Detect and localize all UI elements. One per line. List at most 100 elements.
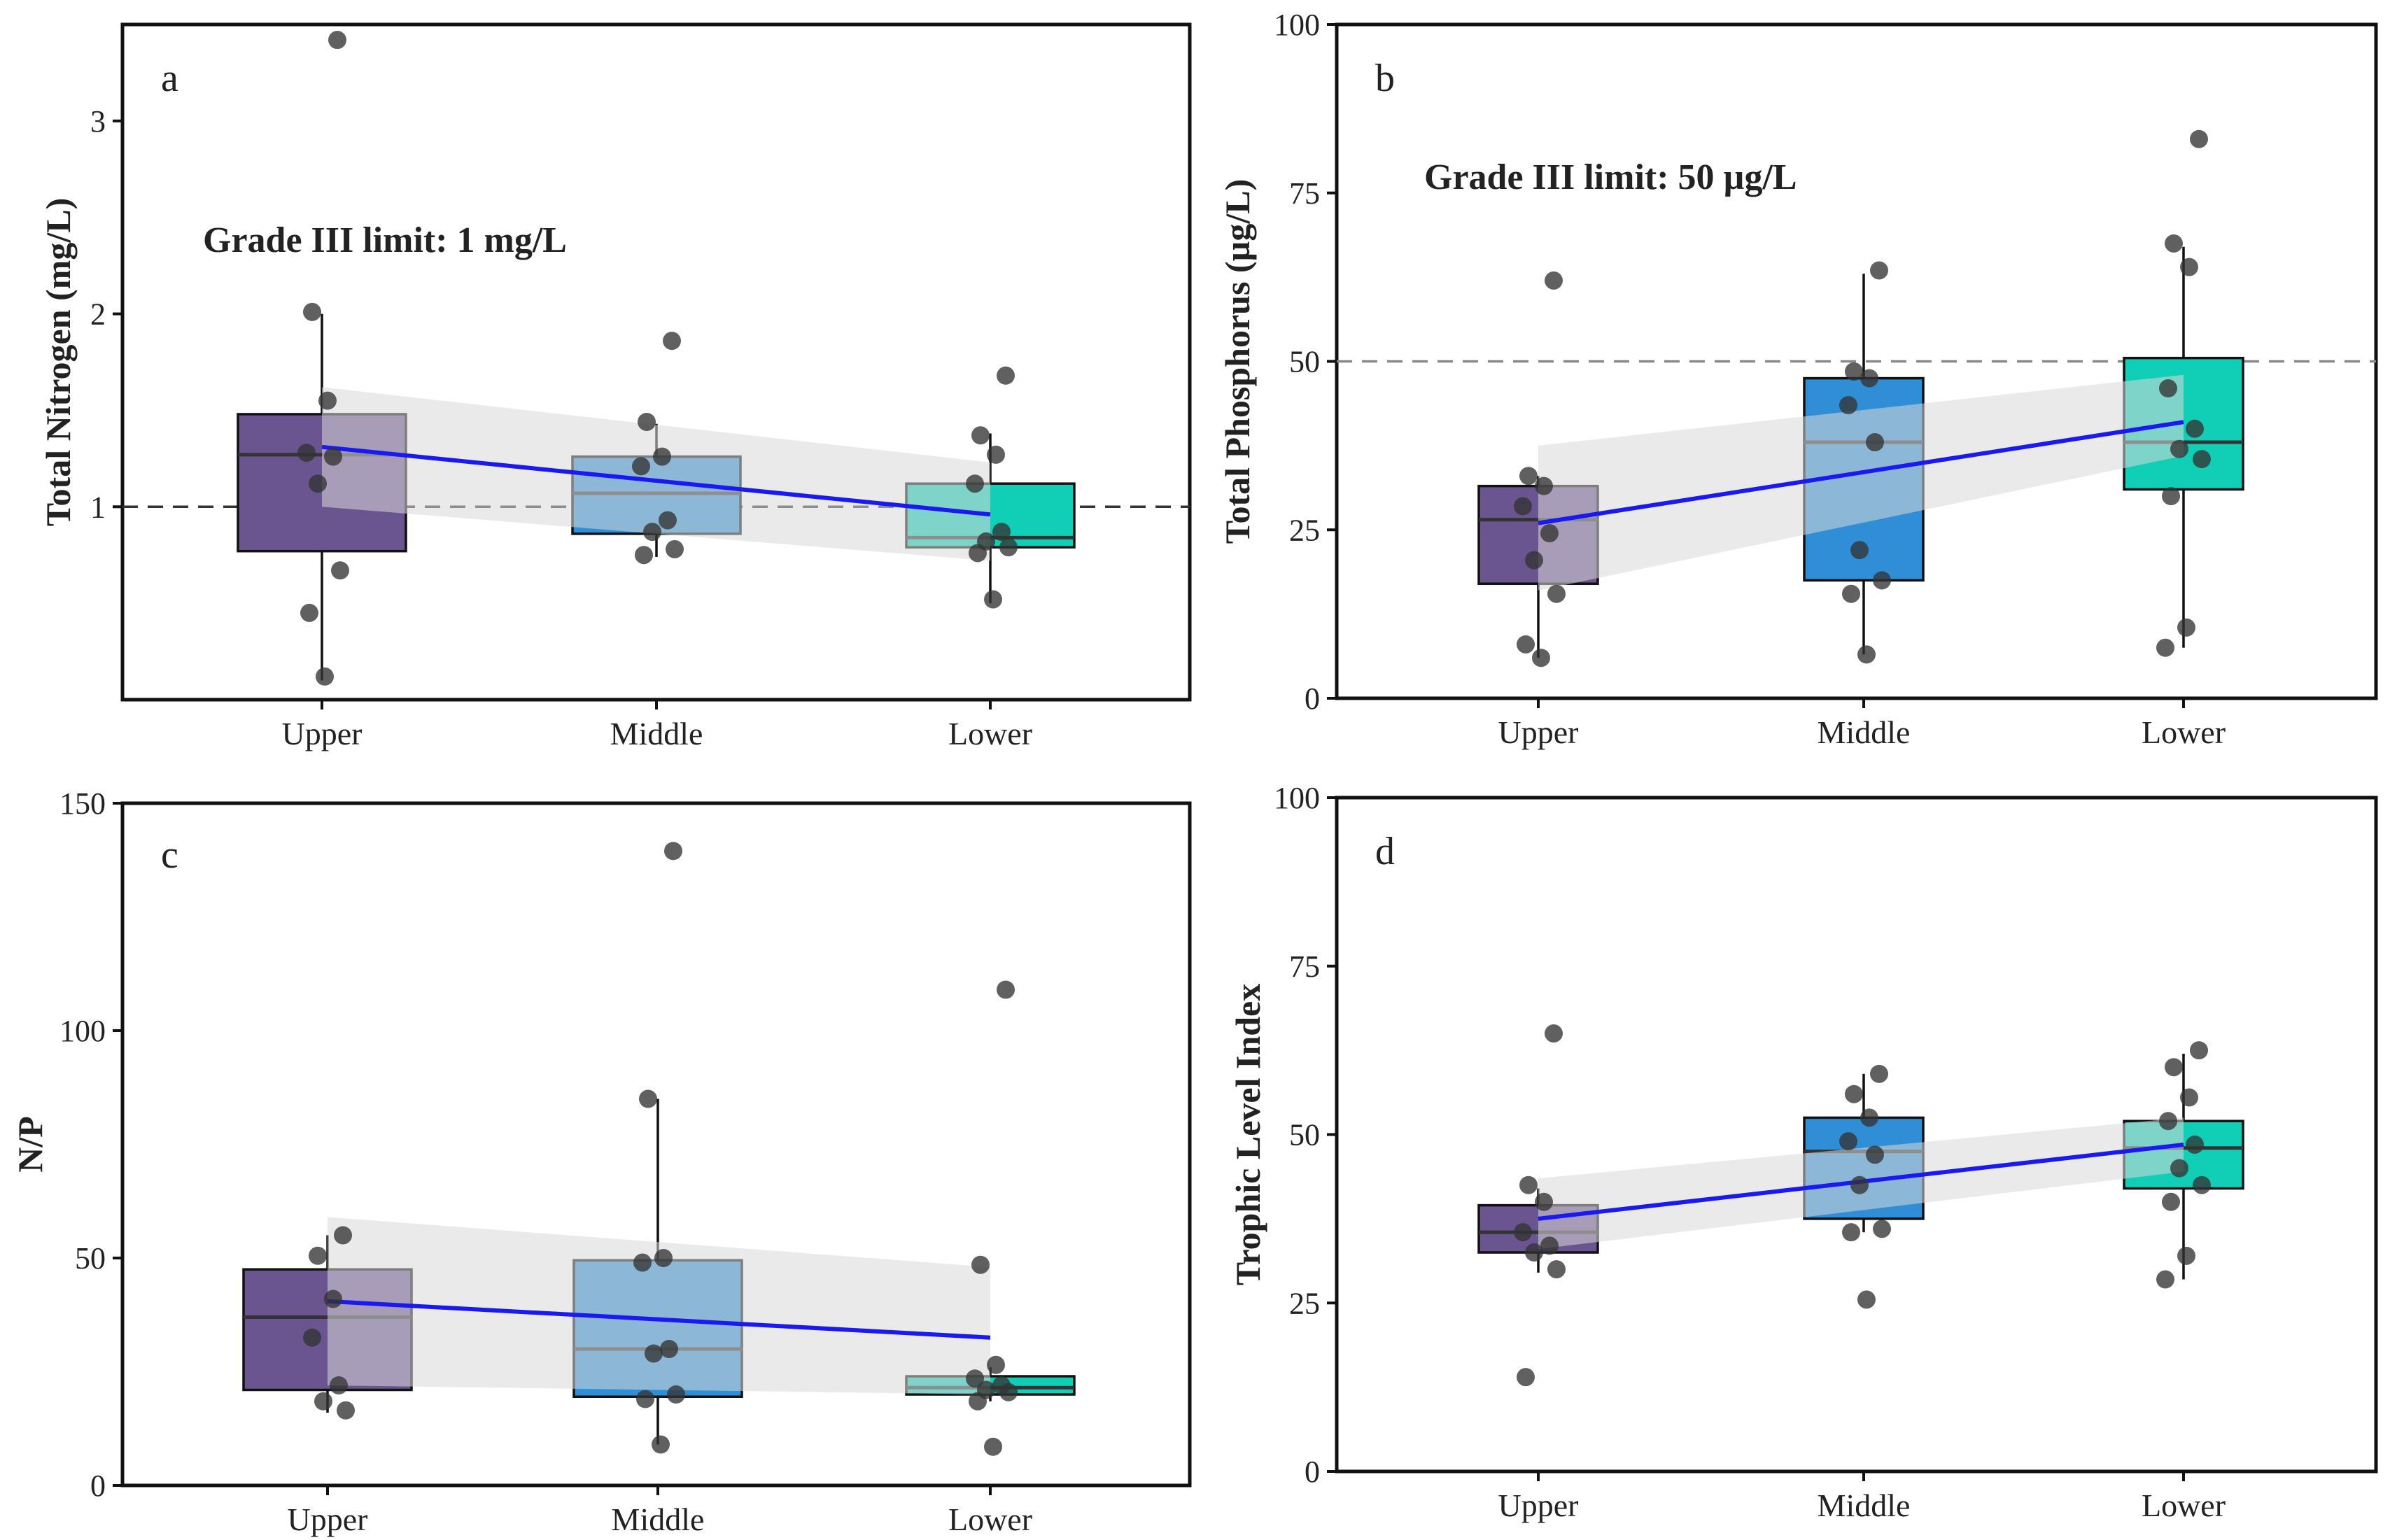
data-point <box>1525 551 1543 570</box>
plot-frame <box>120 801 1192 1488</box>
panel-letter: a <box>161 57 178 100</box>
x-tick-label: Lower <box>2142 1488 2226 1523</box>
data-point <box>632 457 650 476</box>
data-point <box>1842 584 1860 603</box>
data-point <box>1517 635 1535 654</box>
data-point <box>654 1249 673 1267</box>
data-point <box>1535 1192 1553 1211</box>
data-point <box>2170 439 2188 458</box>
data-point <box>303 302 321 321</box>
data-point <box>1870 261 1888 280</box>
data-point <box>316 667 334 686</box>
data-point <box>1540 1236 1559 1255</box>
data-point <box>2177 1246 2195 1265</box>
x-tick-label: Middle <box>1818 1488 1911 1523</box>
panel-letter: c <box>161 833 178 877</box>
y-tick-label: 150 <box>59 786 106 821</box>
y-tick-label: 50 <box>1289 345 1320 379</box>
data-point <box>2186 1135 2204 1154</box>
data-point <box>324 1290 342 1308</box>
data-point <box>636 1390 654 1408</box>
data-point <box>2177 618 2195 637</box>
panel-d: 0 25 50 75 100 Upper Middle Lower Trophic Level … <box>1228 781 2378 1523</box>
x-tick-label: Lower <box>948 1502 1032 1537</box>
data-point <box>1873 571 1891 590</box>
data-point <box>2162 487 2180 506</box>
data-point <box>2156 638 2174 657</box>
data-point <box>314 1392 332 1411</box>
panel-letter: d <box>1375 830 1395 873</box>
data-point <box>966 1369 984 1388</box>
data-point <box>638 412 656 431</box>
data-point <box>653 447 671 466</box>
y-axis-title: Trophic Level Index <box>1228 984 1267 1286</box>
data-point <box>1845 362 1863 381</box>
data-point <box>1870 1064 1888 1083</box>
x-tick-label: Lower <box>2142 714 2226 750</box>
x-tick-label: Upper <box>1498 1488 1579 1523</box>
data-point <box>1839 1132 1857 1151</box>
data-point <box>1860 1108 1878 1127</box>
y-tick-label: 75 <box>1289 176 1320 211</box>
x-tick-label: Middle <box>612 1502 705 1537</box>
data-point <box>1857 645 1876 664</box>
panel-letter: b <box>1375 57 1395 100</box>
data-point <box>971 1255 990 1274</box>
confidence-band <box>322 387 990 561</box>
data-point <box>2180 257 2198 276</box>
y-axis-title: N/P <box>10 1116 50 1173</box>
data-point <box>2193 1175 2211 1194</box>
data-point <box>984 590 1002 609</box>
data-point <box>1519 467 1538 486</box>
data-point <box>643 523 661 542</box>
data-point <box>2159 379 2177 398</box>
data-point <box>2193 450 2211 469</box>
trend-line <box>321 444 991 517</box>
data-point <box>1850 1175 1869 1194</box>
x-tick-label: Middle <box>1818 714 1911 750</box>
data-point <box>1547 584 1566 603</box>
limit-annotation: Grade III limit: 1 mg/L <box>203 220 567 260</box>
data-point <box>966 474 984 493</box>
data-point <box>969 1392 987 1411</box>
data-point <box>324 447 342 466</box>
y-tick-label: 100 <box>1274 8 1320 42</box>
data-point <box>987 1355 1005 1374</box>
data-point <box>2165 234 2183 253</box>
data-point <box>639 1089 657 1108</box>
y-axis-title: Total Phosphorus (µg/L) <box>1218 179 1257 544</box>
y-tick-label: 1 <box>90 490 106 524</box>
x-tick-label: Lower <box>948 716 1032 751</box>
y-tick-label: 0 <box>1305 681 1320 716</box>
trend-line <box>1538 420 2184 525</box>
data-point <box>303 1328 321 1347</box>
y-tick-label: 0 <box>1305 1455 1320 1489</box>
data-point <box>1545 271 1563 290</box>
data-point <box>328 31 346 50</box>
data-point <box>331 561 349 580</box>
data-point <box>309 474 327 493</box>
data-point <box>969 544 987 563</box>
data-point <box>1514 1223 1532 1242</box>
data-point <box>1873 1220 1891 1238</box>
data-point <box>987 445 1005 464</box>
data-point <box>652 1435 670 1454</box>
data-point <box>2180 1088 2198 1107</box>
data-point <box>1525 1243 1543 1262</box>
y-tick-label: 75 <box>1289 949 1320 984</box>
data-point <box>297 444 316 462</box>
y-tick-label: 2 <box>90 297 106 332</box>
data-point <box>1547 1260 1566 1279</box>
data-point <box>309 1246 327 1265</box>
data-point <box>999 538 1018 557</box>
data-point <box>1517 1368 1535 1387</box>
data-point <box>2186 419 2204 438</box>
data-point <box>1860 369 1878 388</box>
data-point <box>1535 476 1553 495</box>
plot-frame <box>120 22 1192 702</box>
data-point <box>664 842 682 861</box>
x-tick-label: Upper <box>282 716 363 751</box>
confidence-band <box>1538 374 2184 591</box>
y-tick-label: 50 <box>75 1241 106 1276</box>
data-point <box>337 1401 355 1420</box>
